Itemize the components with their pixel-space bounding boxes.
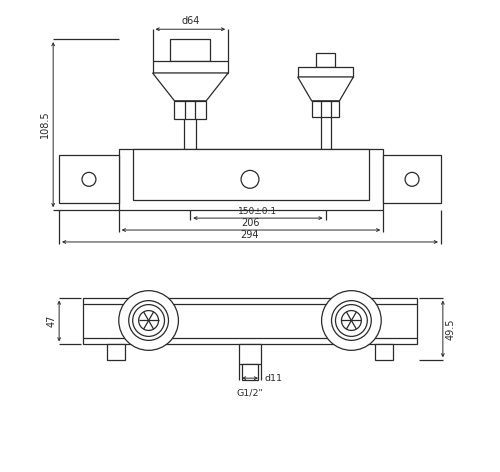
Text: 294: 294	[240, 230, 259, 240]
Circle shape	[342, 311, 361, 330]
Bar	[170, 39, 210, 61]
Circle shape	[332, 301, 372, 340]
Circle shape	[119, 291, 178, 350]
Bar	[132, 149, 370, 200]
Bar	[59, 155, 119, 203]
Circle shape	[128, 301, 168, 340]
Bar	[107, 345, 124, 360]
Bar	[239, 345, 261, 364]
Bar	[119, 149, 383, 210]
Text: 49.5: 49.5	[446, 318, 456, 340]
Bar	[298, 67, 354, 77]
Bar	[174, 101, 206, 118]
Text: d11: d11	[265, 374, 283, 383]
Bar	[83, 298, 417, 345]
Circle shape	[138, 311, 158, 330]
Circle shape	[405, 172, 419, 186]
Bar	[383, 155, 441, 203]
Circle shape	[322, 291, 381, 350]
Bar	[376, 345, 393, 360]
Bar	[316, 53, 336, 67]
Circle shape	[82, 172, 96, 186]
Circle shape	[336, 304, 368, 337]
Text: 47: 47	[46, 315, 56, 327]
Polygon shape	[152, 73, 228, 101]
Circle shape	[136, 308, 162, 333]
Circle shape	[136, 308, 162, 333]
Circle shape	[241, 170, 259, 188]
Bar	[152, 61, 228, 73]
Bar	[312, 101, 340, 117]
Text: d64: d64	[181, 16, 200, 26]
Text: G1/2": G1/2"	[236, 388, 264, 397]
Polygon shape	[298, 77, 354, 101]
Text: 206: 206	[242, 218, 260, 228]
Text: 150±0.1: 150±0.1	[238, 207, 278, 216]
Text: 108.5: 108.5	[40, 111, 50, 138]
Circle shape	[132, 304, 164, 337]
Bar	[242, 364, 258, 380]
